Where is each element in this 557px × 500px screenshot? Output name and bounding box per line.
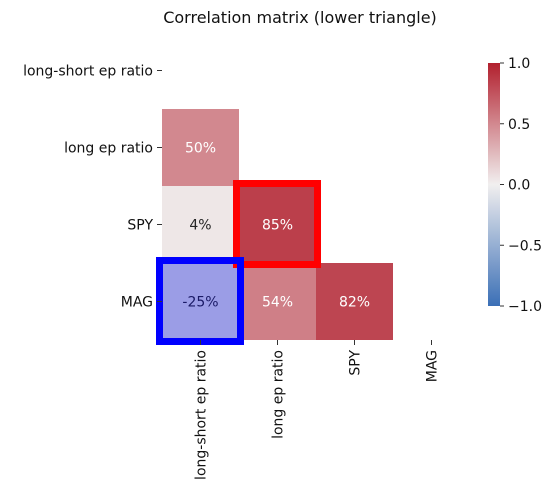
x-tick-label: long-short ep ratio xyxy=(194,350,210,480)
colorbar xyxy=(488,63,500,306)
colorbar-tick-label: −1.0 xyxy=(508,299,542,315)
colorbar-tick-label: −0.5 xyxy=(508,238,542,254)
cell-value-label: 85% xyxy=(262,218,293,234)
y-tick-label: long-short ep ratio xyxy=(23,64,153,80)
cell-value-label: 82% xyxy=(339,295,370,311)
colorbar-tick-label: 0.0 xyxy=(508,178,530,194)
cell-value-label: 54% xyxy=(262,295,293,311)
heatmap-cell xyxy=(162,263,239,340)
heatmap-cell xyxy=(162,109,239,186)
cell-value-label: -25% xyxy=(182,295,218,311)
colorbar-tick-label: 0.5 xyxy=(508,117,530,133)
colorbar-tick-label: 1.0 xyxy=(508,56,530,72)
heatmap-cell xyxy=(162,186,239,263)
red-highlight-outline xyxy=(233,180,321,268)
chart-title: Correlation matrix (lower triangle) xyxy=(163,8,437,27)
x-tick-label: SPY xyxy=(348,350,364,376)
red-highlight-box xyxy=(234,181,320,267)
cell-value-label: 50% xyxy=(185,141,216,157)
heatmap-cell xyxy=(239,186,316,263)
heatmap-cell xyxy=(239,263,316,340)
y-tick-label: MAG xyxy=(121,295,153,311)
x-tick-label: MAG xyxy=(425,350,441,382)
y-tick-label: long ep ratio xyxy=(64,141,153,157)
y-tick-label: SPY xyxy=(127,218,153,234)
cell-value-label: 4% xyxy=(189,218,211,234)
x-tick-label: long ep ratio xyxy=(271,350,287,439)
heatmap-cell xyxy=(316,263,393,340)
